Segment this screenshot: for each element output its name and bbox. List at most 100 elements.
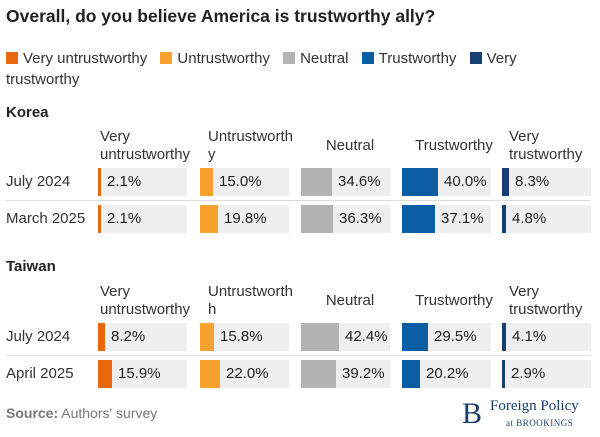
value-label: 4.1% bbox=[512, 328, 547, 345]
value-label: 2.9% bbox=[511, 365, 546, 382]
source-label: Source: bbox=[6, 405, 59, 421]
brookings-logo: B Foreign Policy at BROOKINGS bbox=[462, 396, 596, 436]
legend-item-trustworthy: Trustworthy bbox=[361, 50, 457, 67]
legend-item-very-trustworthy: Very trustworthy bbox=[6, 50, 517, 88]
column-header-very-untrustworthy: Very untrustworthy bbox=[100, 283, 191, 318]
legend-swatch bbox=[469, 52, 482, 64]
value-label: 15.8% bbox=[220, 328, 263, 345]
cell-korea-march-neutral: 36.3% bbox=[301, 205, 390, 233]
section-title-taiwan: Taiwan bbox=[6, 258, 56, 275]
legend-item-very-untrustworthy: Very untrustworthy bbox=[6, 50, 147, 67]
cell-taiwan-april-very-untrustworthy: 15.9% bbox=[98, 360, 187, 388]
cell-korea-july-very-untrustworthy: 2.1% bbox=[98, 168, 187, 196]
row-label-taiwan-april-2025: April 2025 bbox=[6, 365, 74, 382]
cell-korea-july-very-trustworthy: 8.3% bbox=[502, 168, 591, 196]
value-label: 15.0% bbox=[219, 173, 262, 190]
column-header-very-trustworthy: Very trustworthy bbox=[509, 283, 583, 318]
cell-korea-march-untrustworthy: 19.8% bbox=[200, 205, 289, 233]
bar-taiwan-april-very-untrustworthy bbox=[98, 360, 112, 388]
bar-taiwan-april-untrustworthy bbox=[200, 360, 220, 388]
legend-label: Untrustworthy bbox=[177, 50, 270, 67]
column-header-neutral: Neutral bbox=[325, 292, 375, 309]
cell-taiwan-july-trustworthy: 29.5% bbox=[402, 323, 491, 351]
column-header-trustworthy: Trustworthy bbox=[415, 137, 493, 154]
value-label: 36.3% bbox=[339, 210, 382, 227]
source-text: Authors' survey bbox=[61, 405, 158, 421]
legend-swatch bbox=[160, 52, 173, 64]
chart-title: Overall, do you believe America is trust… bbox=[6, 6, 436, 26]
logo-mark: B bbox=[462, 397, 483, 430]
bar-taiwan-april-trustworthy bbox=[402, 360, 420, 388]
cell-korea-march-trustworthy: 37.1% bbox=[402, 205, 491, 233]
logo-title: Foreign Policy bbox=[490, 398, 579, 414]
value-label: 22.0% bbox=[226, 365, 269, 382]
column-header-very-untrustworthy: Very untrustworthy bbox=[100, 128, 191, 163]
row-label-taiwan-july-2024: July 2024 bbox=[6, 328, 71, 345]
legend-label: Neutral bbox=[300, 50, 349, 67]
column-header-trustworthy: Trustworthy bbox=[415, 292, 493, 309]
cell-taiwan-july-untrustworthy: 15.8% bbox=[200, 323, 289, 351]
bar-taiwan-july-very-trustworthy bbox=[502, 323, 506, 351]
cell-korea-march-very-untrustworthy: 2.1% bbox=[98, 205, 187, 233]
bar-taiwan-april-very-trustworthy bbox=[502, 360, 505, 388]
value-label: 8.2% bbox=[111, 328, 146, 345]
cell-taiwan-april-very-trustworthy: 2.9% bbox=[502, 360, 591, 388]
legend: Very untrustworthy Untrustworthy Neutral… bbox=[6, 48, 566, 90]
row-divider bbox=[6, 200, 590, 201]
value-label: 8.3% bbox=[515, 173, 550, 190]
legend-label: Trustworthy bbox=[378, 50, 457, 67]
bar-korea-july-neutral bbox=[301, 168, 332, 196]
bar-korea-july-untrustworthy bbox=[200, 168, 213, 196]
column-header-untrustworthy: Untrustworth h bbox=[208, 283, 294, 318]
bar-korea-march-neutral bbox=[301, 205, 333, 233]
legend-item-untrustworthy: Untrustworthy bbox=[160, 50, 270, 67]
legend-item-neutral: Neutral bbox=[283, 50, 348, 67]
cell-taiwan-april-trustworthy: 20.2% bbox=[402, 360, 491, 388]
value-label: 42.4% bbox=[345, 328, 388, 345]
bar-korea-july-trustworthy bbox=[402, 168, 438, 196]
value-label: 4.8% bbox=[512, 210, 547, 227]
row-divider bbox=[6, 355, 590, 356]
value-label: 40.0% bbox=[444, 173, 487, 190]
bar-taiwan-july-very-untrustworthy bbox=[98, 323, 105, 351]
section-title-korea: Korea bbox=[6, 104, 49, 121]
value-label: 15.9% bbox=[118, 365, 161, 382]
bar-taiwan-july-neutral bbox=[301, 323, 339, 351]
bar-korea-march-very-trustworthy bbox=[502, 205, 506, 233]
value-label: 2.1% bbox=[107, 173, 142, 190]
bar-korea-march-untrustworthy bbox=[200, 205, 218, 233]
bar-korea-july-very-untrustworthy bbox=[98, 168, 101, 196]
legend-label: Very untrustworthy bbox=[23, 50, 148, 67]
cell-korea-july-trustworthy: 40.0% bbox=[402, 168, 491, 196]
bar-taiwan-july-trustworthy bbox=[402, 323, 428, 351]
bar-taiwan-april-neutral bbox=[301, 360, 336, 388]
row-label-korea-july-2024: July 2024 bbox=[6, 173, 71, 190]
legend-swatch bbox=[283, 52, 296, 64]
legend-swatch bbox=[6, 52, 18, 64]
bar-taiwan-july-untrustworthy bbox=[200, 323, 214, 351]
row-label-korea-march-2025: March 2025 bbox=[6, 210, 86, 227]
cell-taiwan-july-very-untrustworthy: 8.2% bbox=[98, 323, 187, 351]
logo-subtitle: at BROOKINGS bbox=[506, 418, 574, 428]
cell-taiwan-april-untrustworthy: 22.0% bbox=[200, 360, 289, 388]
cell-taiwan-april-neutral: 39.2% bbox=[301, 360, 390, 388]
source-note: Source: Authors' survey bbox=[6, 405, 157, 421]
value-label: 29.5% bbox=[434, 328, 477, 345]
bar-korea-march-very-untrustworthy bbox=[98, 205, 101, 233]
column-header-very-trustworthy: Very trustworthy bbox=[509, 128, 583, 163]
value-label: 19.8% bbox=[224, 210, 267, 227]
legend-swatch bbox=[361, 52, 374, 64]
value-label: 39.2% bbox=[342, 365, 385, 382]
column-header-untrustworthy: Untrustworth y bbox=[208, 128, 294, 163]
bar-korea-july-very-trustworthy bbox=[502, 168, 509, 196]
cell-korea-july-neutral: 34.6% bbox=[301, 168, 390, 196]
value-label: 20.2% bbox=[426, 365, 469, 382]
cell-korea-march-very-trustworthy: 4.8% bbox=[502, 205, 591, 233]
legend-label: Very trustworthy bbox=[6, 50, 517, 88]
bar-korea-march-trustworthy bbox=[402, 205, 435, 233]
value-label: 37.1% bbox=[441, 210, 484, 227]
value-label: 34.6% bbox=[338, 173, 381, 190]
cell-korea-july-untrustworthy: 15.0% bbox=[200, 168, 289, 196]
column-header-neutral: Neutral bbox=[325, 137, 375, 154]
value-label: 2.1% bbox=[107, 210, 142, 227]
